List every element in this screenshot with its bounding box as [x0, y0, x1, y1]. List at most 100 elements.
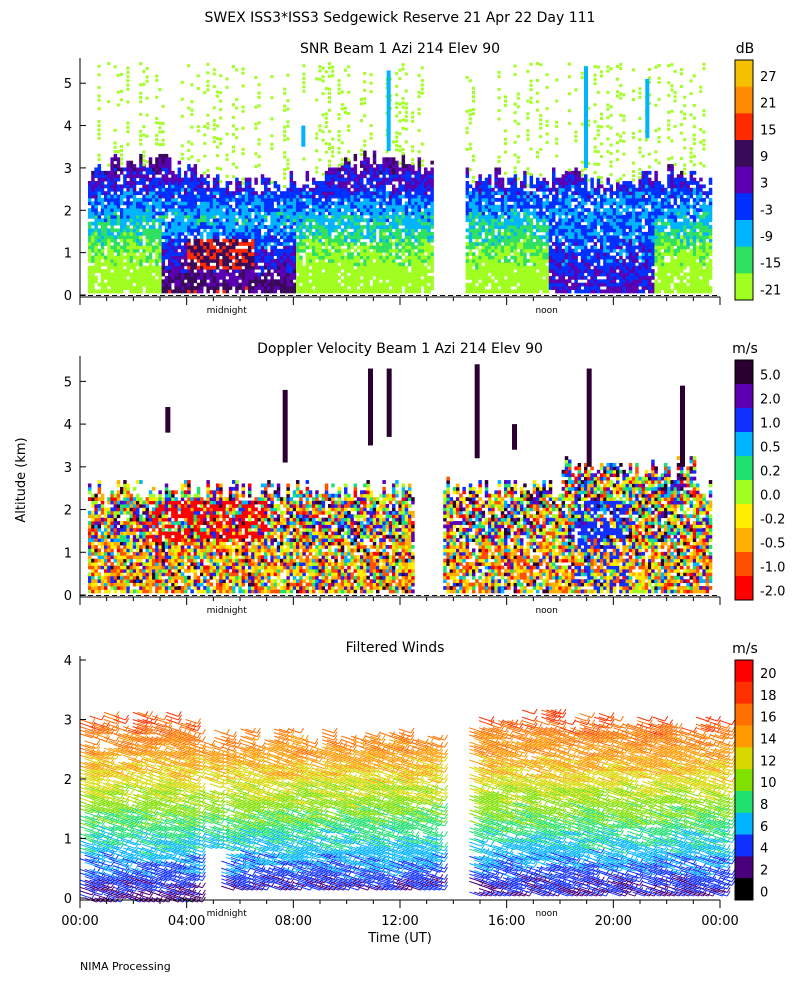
- snr-cell: [504, 194, 508, 199]
- snr-cell: [241, 221, 246, 226]
- snr-cell: [468, 211, 473, 216]
- snr-cell: [321, 228, 326, 233]
- snr-cell: [497, 187, 502, 192]
- snr-cell: [558, 208, 562, 212]
- snr-cell: [152, 286, 156, 290]
- snr-cell: [251, 252, 255, 257]
- snr-cell: [113, 282, 118, 287]
- snr-cell: [545, 107, 549, 111]
- snr-cell: [273, 262, 278, 267]
- snr-cell: [398, 228, 402, 233]
- snr-cell: [555, 208, 559, 212]
- snr-cell: [523, 225, 527, 229]
- snr-cell: [241, 208, 246, 212]
- snr-cell: [344, 289, 348, 294]
- snr-cell: [536, 245, 540, 250]
- snr-cell: [315, 132, 319, 136]
- snr-cell: [420, 184, 425, 189]
- snr-cell: [136, 197, 140, 202]
- snr-cell: [520, 181, 524, 185]
- snr-cell: [104, 177, 108, 182]
- snr-cell: [516, 160, 520, 164]
- snr-cell: [193, 184, 198, 189]
- snr-cell: [475, 235, 479, 240]
- snr-cell: [513, 119, 517, 123]
- snr-cell: [132, 248, 137, 253]
- snr-cell: [187, 221, 191, 226]
- snr-cell: [324, 231, 329, 236]
- snr-cell: [347, 289, 351, 294]
- snr-cell: [132, 211, 137, 216]
- snr-cell: [91, 286, 95, 290]
- snr-cell: [254, 272, 258, 277]
- snr-cell: [113, 265, 118, 270]
- snr-cell: [337, 231, 342, 236]
- snr-cell: [126, 87, 130, 91]
- snr-cell: [100, 228, 105, 233]
- snr-cell: [139, 289, 143, 294]
- snr-cell: [344, 187, 348, 192]
- snr-cell: [328, 181, 332, 185]
- snr-cell: [184, 191, 188, 196]
- snr-cell: [193, 279, 198, 284]
- snr-cell: [315, 149, 319, 153]
- snr-cell: [187, 177, 191, 182]
- snr-cell: [260, 214, 265, 219]
- snr-cell: [113, 269, 118, 273]
- snr-cell: [206, 269, 210, 273]
- snr-cell: [206, 248, 210, 253]
- snr-cell: [110, 279, 114, 284]
- snr-cell: [427, 238, 431, 243]
- snr-cell: [177, 208, 182, 212]
- snr-cell: [507, 208, 511, 212]
- snr-cell: [526, 194, 530, 199]
- snr-cell: [260, 208, 265, 212]
- snr-cell: [356, 282, 361, 287]
- snr-cell: [494, 235, 498, 240]
- snr-cell: [308, 289, 313, 294]
- snr-cell: [539, 147, 543, 151]
- snr-cell: [264, 289, 268, 294]
- snr-cell: [155, 95, 159, 99]
- snr-cell: [523, 242, 527, 246]
- snr-cell: [568, 204, 572, 209]
- snr-cell: [318, 187, 322, 192]
- snr-cell: [222, 269, 226, 273]
- snr-cell: [161, 194, 166, 199]
- snr-cell: [488, 279, 492, 284]
- snr-cell: [296, 286, 300, 290]
- snr-cell: [404, 187, 409, 192]
- snr-cell: [564, 255, 569, 260]
- snr-cell: [356, 225, 361, 229]
- snr-cell: [123, 174, 127, 179]
- snr-cell: [145, 167, 150, 172]
- snr-cell: [545, 119, 549, 123]
- snr-cell: [123, 255, 127, 260]
- snr-cell: [248, 218, 252, 223]
- snr-cell: [404, 208, 409, 212]
- snr-cell: [574, 238, 578, 243]
- snr-cell: [161, 231, 166, 236]
- snr-cell: [152, 248, 156, 253]
- snr-cell: [552, 211, 556, 216]
- snr-cell: [494, 191, 498, 196]
- snr-cell: [251, 228, 255, 233]
- snr-cell: [424, 201, 428, 206]
- snr-cell: [366, 177, 370, 182]
- snr-cell: [420, 174, 425, 179]
- snr-cell: [283, 130, 287, 134]
- snr-cell: [296, 269, 300, 273]
- snr-cell: [411, 282, 415, 287]
- snr-cell: [187, 140, 191, 144]
- snr-cell: [523, 184, 527, 189]
- snr-cell: [347, 279, 351, 284]
- snr-cell: [142, 163, 146, 167]
- snr-cell: [411, 275, 415, 280]
- snr-cell: [289, 174, 294, 179]
- snr-cell: [296, 211, 300, 216]
- snr-cell: [536, 218, 540, 223]
- snr-cell: [107, 279, 111, 284]
- snr-cell: [379, 255, 383, 260]
- snr-cell: [331, 146, 335, 150]
- snr-cell: [571, 286, 575, 290]
